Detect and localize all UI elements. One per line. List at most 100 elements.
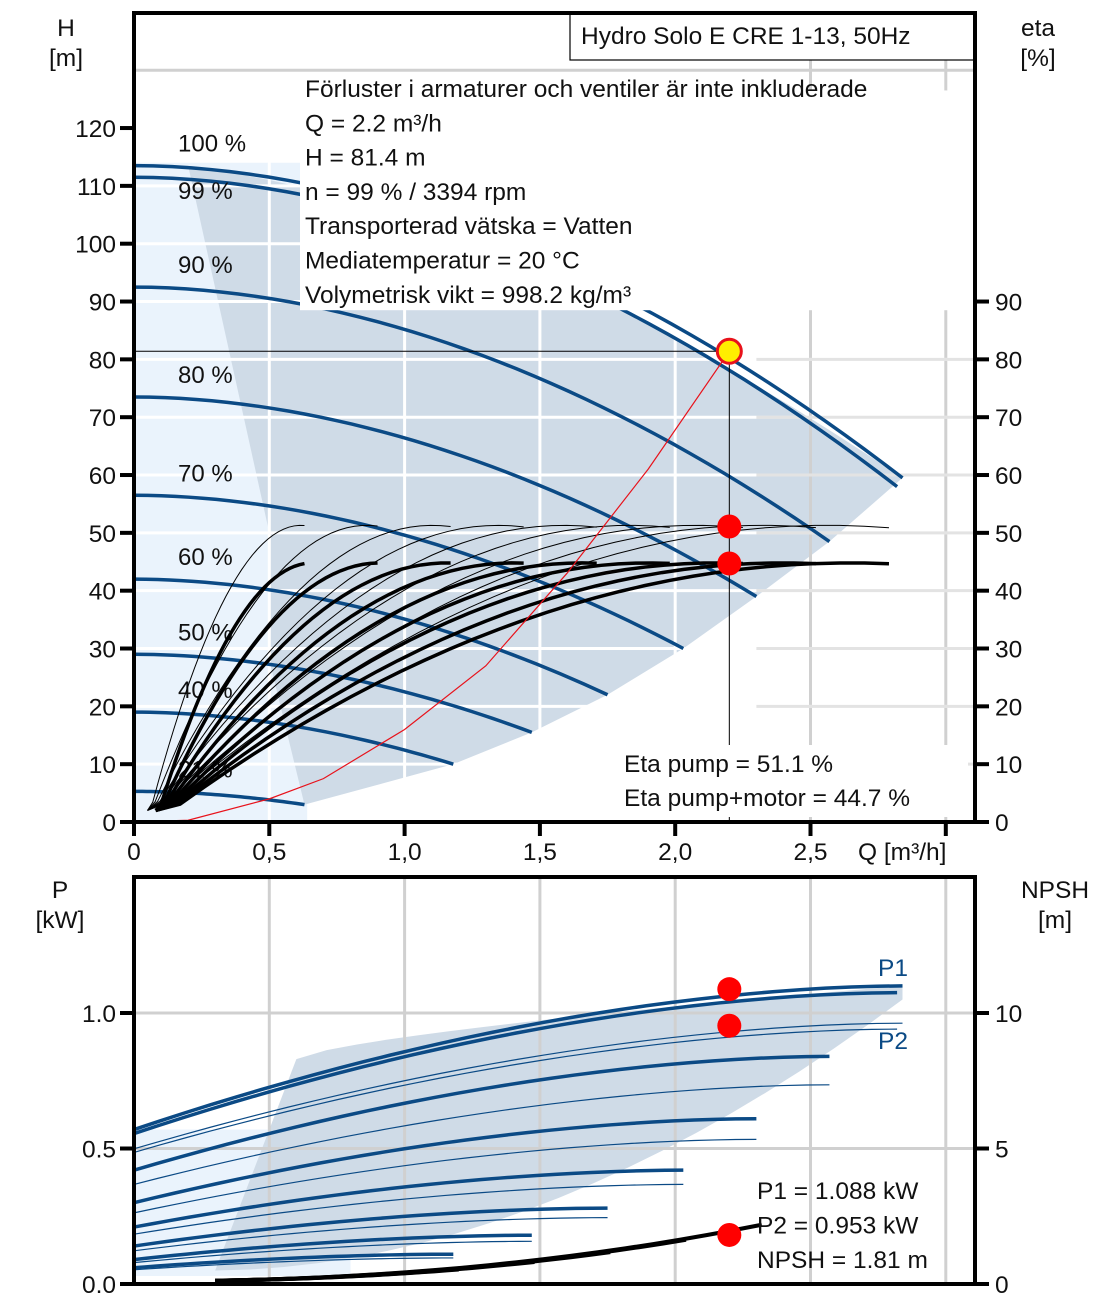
speed-curve xyxy=(133,285,831,543)
y-tick-label: 80 xyxy=(89,347,116,374)
x-tick-label: 1,5 xyxy=(523,839,557,866)
eta-tick-label: 70 xyxy=(995,405,1022,432)
eta-total-curve xyxy=(154,561,305,812)
eta-total-curve xyxy=(155,561,670,813)
speed-curve xyxy=(133,577,609,697)
p-axis-label: P xyxy=(52,877,68,904)
y-axis-label: H xyxy=(57,15,75,42)
eta-pump-curve xyxy=(147,524,597,811)
p2-curve xyxy=(133,1028,898,1153)
eta-pump-curve xyxy=(147,524,743,811)
result-line: NPSH = 1.81 m xyxy=(757,1247,928,1274)
eta-tick-label: 80 xyxy=(995,347,1022,374)
plot-frame xyxy=(132,875,977,1286)
speed-label: 99 % xyxy=(178,178,233,205)
eta-total-curve xyxy=(154,561,451,812)
operating-area xyxy=(161,165,903,805)
x-tick-label: 1,0 xyxy=(388,839,422,866)
x-tick-label: 2,5 xyxy=(793,839,827,866)
p1-curve xyxy=(133,1116,757,1205)
power-npsh-chart: P1 P2 P1 = 1.088 kW P2 = 0.953 kW NPSH = 1.8… xyxy=(36,875,1089,1299)
eta-total-curve xyxy=(154,561,378,812)
eta-total-curve xyxy=(154,561,524,813)
speed-curve xyxy=(133,493,685,651)
eta-pump-curve xyxy=(147,524,890,811)
npsh-curve xyxy=(215,1222,763,1283)
y-tick-label: 110 xyxy=(77,174,116,201)
eta-pump-curve xyxy=(147,524,305,811)
result-line: Eta pump+motor = 44.7 % xyxy=(624,785,910,812)
y-tick-label: 20 xyxy=(89,694,116,721)
p1-curve xyxy=(133,1168,684,1229)
speed-curve xyxy=(133,710,454,766)
p-axis-unit: [kW] xyxy=(36,907,85,934)
p1-label: P1 xyxy=(878,955,908,982)
eta-tick-label: 60 xyxy=(995,463,1022,490)
x-tick-label: 2,0 xyxy=(658,839,692,866)
eta-pump-curve xyxy=(147,524,524,811)
eta-operating-point xyxy=(717,514,742,539)
head-efficiency-chart: 100 %99 %90 %80 %70 %60 %50 %40 %21 %För… xyxy=(49,11,1056,866)
eta-total-curve xyxy=(155,561,743,813)
eta-pump-curve xyxy=(147,524,378,811)
npsh-tick-label: 0 xyxy=(995,1272,1009,1299)
eta-tick-label: 90 xyxy=(995,290,1022,317)
speed-curve xyxy=(133,395,758,598)
y-tick-label: 10 xyxy=(89,752,116,779)
npsh-tick-label: 10 xyxy=(995,1001,1022,1028)
p-tick-label: 0.0 xyxy=(82,1272,116,1299)
eta-axis-label: eta xyxy=(1021,15,1055,42)
p2-curve xyxy=(133,1183,684,1235)
p2-label: P2 xyxy=(878,1028,908,1055)
npsh-axis-label: NPSH xyxy=(1021,877,1089,904)
eta-total-curve xyxy=(155,561,816,813)
y-axis-unit: [m] xyxy=(49,45,83,72)
info-line: Mediatemperatur = 20 °C xyxy=(305,248,580,275)
p2-operating-point xyxy=(717,1013,742,1038)
p2-curve xyxy=(133,1240,532,1264)
eta-tick-label: 20 xyxy=(995,694,1022,721)
eta-pump-curve xyxy=(147,524,816,811)
p-tick-label: 0.5 xyxy=(82,1137,116,1164)
eta-pump-curve xyxy=(147,524,451,811)
result-line: P1 = 1.088 kW xyxy=(757,1178,919,1205)
eta-tick-label: 40 xyxy=(995,579,1022,606)
eta-axis-unit: [%] xyxy=(1020,45,1055,72)
p2-curve xyxy=(133,1217,608,1252)
p1-curve xyxy=(133,990,898,1136)
speed-label: 90 % xyxy=(178,252,233,279)
y-tick-label: 60 xyxy=(89,463,116,490)
info-line: Transporterad vätska = Vatten xyxy=(305,213,633,240)
speed-curve xyxy=(133,652,533,735)
npsh-tick-label: 5 xyxy=(995,1137,1009,1164)
p1-curve xyxy=(133,1252,454,1270)
p1-curve xyxy=(133,1054,830,1172)
p-tick-label: 1.0 xyxy=(82,1001,116,1028)
x-axis-label: Q [m³/h] xyxy=(858,839,946,866)
result-line: Eta pump = 51.1 % xyxy=(624,751,833,778)
npsh-axis-unit: [m] xyxy=(1038,907,1072,934)
y-tick-label: 120 xyxy=(75,116,116,143)
y-tick-label: 70 xyxy=(89,405,116,432)
eta-tick-label: 0 xyxy=(995,810,1009,837)
speed-label: 100 % xyxy=(178,131,246,158)
eta-operating-point xyxy=(717,551,742,576)
x-tick-label: 0,5 xyxy=(252,839,286,866)
result-line: P2 = 0.953 kW xyxy=(757,1213,919,1240)
speed-label: 80 % xyxy=(178,362,233,389)
eta-tick-label: 30 xyxy=(995,637,1022,664)
info-line: Förluster i armaturer och ventiler är in… xyxy=(305,76,867,103)
operating-point xyxy=(715,337,743,365)
result-box xyxy=(618,745,968,817)
p2-curve xyxy=(133,1084,830,1185)
system-curve xyxy=(133,350,730,823)
p2-curve xyxy=(133,1257,454,1271)
p2-curve xyxy=(133,1138,757,1214)
info-line: Volymetrisk vikt = 998.2 kg/m³ xyxy=(305,282,631,309)
speed-label: 70 % xyxy=(178,460,233,487)
npsh-operating-point xyxy=(717,1222,742,1247)
y-tick-label: 0 xyxy=(102,810,116,837)
y-tick-label: 90 xyxy=(89,290,116,317)
y-tick-label: 50 xyxy=(89,521,116,548)
